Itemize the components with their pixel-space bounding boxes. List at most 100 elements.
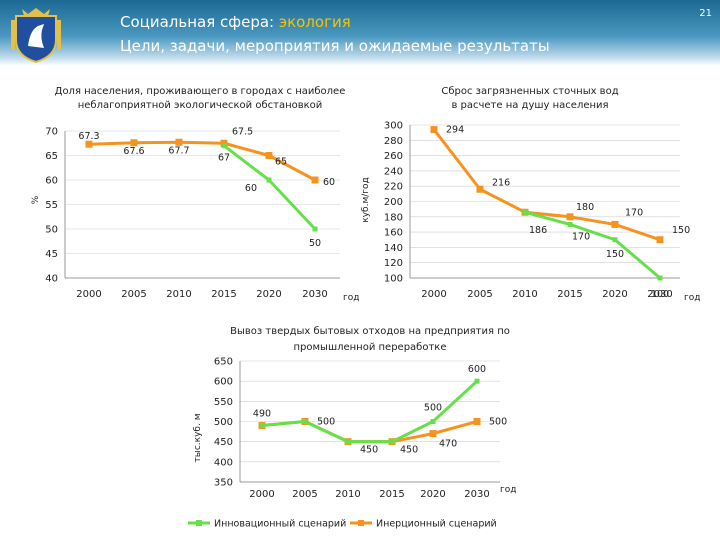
chart-title-line: Вывоз твердых бытовых отходов на предпри… — [230, 326, 510, 337]
data-label: 150 — [606, 249, 624, 260]
data-point-inertia — [175, 138, 183, 146]
x-tick-label: 2010 — [335, 489, 360, 500]
x-tick-label: 2010 — [512, 289, 537, 300]
y-tick-label: 500 — [214, 417, 233, 428]
data-point-innovation — [612, 237, 618, 243]
y-tick-label: 140 — [384, 243, 403, 254]
data-point-innovation — [657, 275, 663, 281]
data-point-innovation — [302, 419, 308, 424]
series-line-innovation — [261, 380, 479, 444]
data-label: 67.7 — [168, 145, 189, 156]
x-tick-label: 2030 — [647, 289, 672, 300]
data-point-innovation — [567, 221, 573, 227]
x-tick-label: 2030 — [302, 289, 327, 300]
data-label: 294 — [446, 125, 464, 136]
y-tick-label: 70 — [45, 127, 58, 138]
data-label: 180 — [576, 202, 594, 213]
x-tick-label: 2020 — [256, 289, 281, 300]
chart-title-line: Доля населения, проживающего в городах с… — [55, 86, 346, 97]
legend-label: Инновационный сценарий — [214, 519, 346, 530]
data-point-innovation — [389, 439, 395, 445]
y-tick-label: 180 — [384, 212, 403, 223]
data-point-inertia — [430, 126, 438, 134]
y-tick-label: 220 — [384, 182, 403, 193]
data-label: 67.6 — [123, 146, 144, 157]
x-tick-label: 2000 — [421, 289, 446, 300]
x-tick-label: 2030 — [464, 489, 489, 500]
y-tick-label: 300 — [384, 121, 403, 132]
x-tick-label: 2000 — [249, 489, 274, 500]
slide-subtitle: Цели, задачи, мероприятия и ожидаемые ре… — [120, 37, 550, 55]
y-tick-label: 650 — [214, 357, 233, 368]
data-label: 170 — [572, 231, 590, 242]
data-label: 490 — [253, 409, 271, 420]
y-axis-title: тыс.куб. м — [193, 414, 203, 463]
chart-title-line: Сброс загрязненных сточных вод — [441, 86, 618, 97]
data-point-inertia — [311, 176, 319, 184]
y-tick-label: 40 — [45, 274, 58, 285]
data-point-innovation — [522, 209, 528, 215]
data-label: 470 — [439, 439, 457, 450]
data-point-inertia — [473, 418, 481, 425]
page-number: 21 — [699, 8, 712, 19]
data-label: 150 — [672, 225, 690, 236]
data-label: 186 — [529, 225, 547, 236]
data-label: 67.5 — [232, 126, 253, 137]
legend-marker-inertia — [358, 520, 364, 526]
x-axis-title: год — [500, 485, 516, 495]
data-label: 450 — [360, 445, 378, 456]
x-tick-label: 2010 — [166, 289, 191, 300]
x-axis-title: год — [684, 293, 700, 303]
x-tick-label: 2005 — [292, 489, 317, 500]
y-tick-label: 160 — [384, 228, 403, 239]
chart-title-line: в расчете на душу населения — [451, 100, 608, 111]
data-label: 216 — [492, 177, 510, 188]
data-point-inertia — [611, 220, 619, 228]
x-tick-label: 2020 — [602, 289, 627, 300]
y-tick-label: 260 — [384, 151, 403, 162]
y-tick-label: 550 — [214, 397, 233, 408]
y-tick-label: 55 — [45, 200, 58, 211]
regional-coat-of-arms-icon — [11, 8, 61, 64]
y-tick-label: 200 — [384, 197, 403, 208]
data-label: 450 — [400, 445, 418, 456]
data-point-inertia — [265, 152, 273, 159]
data-point-innovation — [345, 439, 351, 445]
y-axis-title: куб.м/год — [361, 177, 371, 222]
y-tick-label: 350 — [214, 478, 233, 489]
data-label: 500 — [489, 417, 507, 428]
y-tick-label: 240 — [384, 166, 403, 177]
legend-marker-innovation — [196, 520, 202, 526]
data-point-inertia — [429, 430, 437, 438]
x-tick-label: 2015 — [379, 489, 404, 500]
slide-title: Социальная сфера: экология — [120, 13, 351, 31]
x-tick-label: 2005 — [467, 289, 492, 300]
y-tick-label: 100 — [384, 274, 403, 285]
series-line-innovation — [524, 210, 661, 280]
data-label: 65 — [275, 157, 287, 168]
y-tick-label: 400 — [214, 457, 233, 468]
data-label: 60 — [245, 183, 257, 194]
data-label: 500 — [424, 403, 442, 414]
data-point-inertia — [130, 139, 138, 147]
y-axis-title: % — [31, 195, 41, 204]
data-point-innovation — [312, 226, 318, 232]
data-point-inertia — [656, 236, 664, 244]
data-point-innovation — [266, 177, 272, 183]
x-tick-label: 2000 — [76, 289, 101, 300]
data-point-innovation — [474, 378, 480, 384]
slide-header: Социальная сфера: экология Цели, задачи,… — [0, 0, 720, 66]
data-point-inertia — [85, 140, 93, 148]
y-tick-label: 450 — [214, 437, 233, 448]
chart-title-line: промышленной переработке — [294, 342, 447, 353]
data-label: 500 — [317, 417, 335, 428]
data-point-innovation — [221, 143, 227, 149]
series-line-inertia — [88, 140, 316, 182]
data-label: 50 — [309, 238, 321, 249]
series-line-inertia — [432, 128, 661, 242]
data-point-inertia — [476, 185, 484, 193]
x-tick-label: 2005 — [121, 289, 146, 300]
